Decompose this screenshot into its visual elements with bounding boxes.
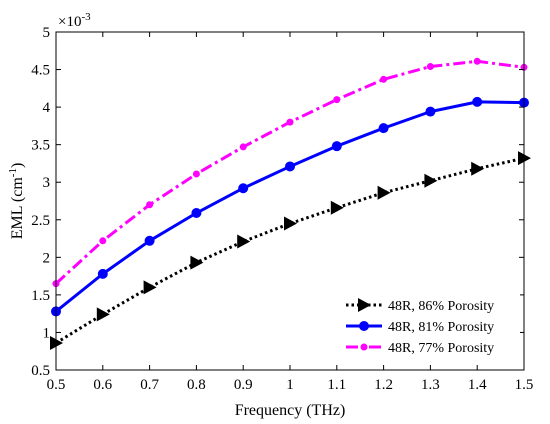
legend-marker <box>358 298 371 312</box>
x-tick-label: 1.3 <box>421 377 440 393</box>
x-tick-label: 1 <box>286 377 294 393</box>
data-point <box>239 143 247 151</box>
data-point <box>238 183 249 194</box>
y-tick-label: 4 <box>43 100 51 116</box>
data-point <box>426 63 434 71</box>
x-tick-label: 0.9 <box>234 377 253 393</box>
legend-box <box>338 290 520 356</box>
legend-items: 48R, 86% Porosity 48R, 81% Porosity 48R, 7… <box>346 298 494 356</box>
y-axis-label-exponent: -1 <box>7 168 19 177</box>
y-tick-label: 4.5 <box>31 63 50 79</box>
x-tick-label: 0.6 <box>93 377 112 393</box>
x-tick-label: 0.7 <box>140 377 159 393</box>
y-tick-label: 0.5 <box>31 363 50 379</box>
x-axis-label: Frequency (THz) <box>235 402 346 419</box>
legend-marker <box>359 321 369 331</box>
legend-marker <box>360 343 368 351</box>
data-point <box>191 208 202 219</box>
y-axis-multiplier-base: ×10 <box>58 14 81 30</box>
data-point <box>473 57 481 65</box>
data-point <box>471 161 485 176</box>
x-tick-label: 1.4 <box>468 377 487 393</box>
data-point <box>330 200 344 215</box>
x-tick-label: 1.2 <box>374 377 393 393</box>
y-axis-multiplier: ×10-3 <box>58 11 91 30</box>
data-point <box>331 141 342 152</box>
y-axis-label-suffix: ) <box>9 163 26 168</box>
data-point <box>285 161 295 172</box>
y-tick-label: 3.5 <box>31 138 50 154</box>
y-tick-label: 2.5 <box>31 213 50 229</box>
series-3 <box>52 57 528 288</box>
y-tick-label: 3 <box>43 175 51 191</box>
data-point <box>143 280 157 295</box>
y-axis-multiplier-exponent: -3 <box>81 11 91 23</box>
y-axis-label-base: EML (cm <box>9 177 26 240</box>
x-tick-label: 1.5 <box>515 377 534 393</box>
data-point <box>424 173 438 188</box>
data-point <box>99 237 107 245</box>
y-tick-label: 5 <box>43 25 51 41</box>
legend-item: 48R, 77% Porosity <box>346 341 494 356</box>
legend-item: 48R, 86% Porosity <box>346 298 494 314</box>
data-point <box>192 170 200 178</box>
data-point <box>237 234 251 249</box>
ticks-layer: 0.5 0.6 0.7 0.8 0.9 1 1.1 1.2 1.3 1.4 1.5 0.5 1 1.5 2 2… <box>31 25 533 393</box>
data-point <box>144 235 155 246</box>
x-tick-label: 1.1 <box>327 377 346 393</box>
data-point <box>378 123 389 134</box>
y-tick-label: 1.5 <box>31 288 50 304</box>
y-tick-label: 2 <box>43 250 51 266</box>
data-point <box>472 96 483 107</box>
series-1 <box>50 151 531 350</box>
data-point <box>146 201 154 209</box>
legend-label: 48R, 86% Porosity <box>388 299 494 314</box>
data-point <box>425 106 436 117</box>
legend-label: 48R, 81% Porosity <box>388 320 494 335</box>
data-point <box>97 268 108 279</box>
data-point <box>333 96 341 104</box>
data-point <box>284 216 297 231</box>
y-tick-label: 1 <box>43 325 51 341</box>
legend-label: 48R, 77% Porosity <box>388 341 494 356</box>
y-axis-label: EML (cm-1) <box>7 163 26 240</box>
plot-area: 0.5 0.6 0.7 0.8 0.9 1 1.1 1.2 1.3 1.4 1.5 0.5 1 1.5 2 2… <box>31 25 533 393</box>
data-point <box>96 307 110 322</box>
series-2 <box>51 96 529 317</box>
data-point <box>190 255 204 270</box>
series-layer <box>50 57 531 350</box>
data-point <box>286 118 294 126</box>
x-tick-label: 0.5 <box>47 377 66 393</box>
data-point <box>380 75 388 83</box>
legend-item: 48R, 81% Porosity <box>346 320 494 335</box>
legend: 48R, 86% Porosity 48R, 81% Porosity 48R, 7… <box>338 290 520 356</box>
data-point <box>377 185 391 200</box>
x-tick-label: 0.8 <box>187 377 206 393</box>
